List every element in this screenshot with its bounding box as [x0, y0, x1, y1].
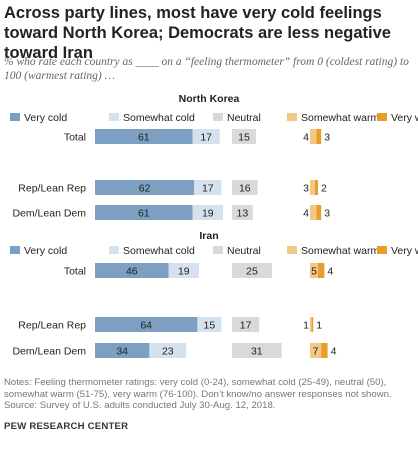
value-label-iran-1-2: 17 [240, 320, 252, 332]
footer-credit: PEW RESEARCH CENTER [4, 421, 129, 432]
value-label-north-korea-1-2: 16 [239, 183, 251, 195]
legend-swatch-north-korea-2 [213, 113, 223, 121]
value-label-iran-0-2: 25 [246, 266, 258, 278]
value-label-iran-2-1: 23 [162, 346, 174, 358]
value-label-iran-0-3: 5 [311, 266, 317, 278]
value-label-iran-0-1: 19 [178, 266, 190, 278]
notes-source: Source: Survey of U.S. adults conducted … [4, 400, 276, 412]
value-label-iran-2-2: 31 [251, 346, 263, 358]
value-label-north-korea-2-2: 13 [237, 208, 249, 220]
chart-subtitle: % who rate each country as ____ on a “fe… [4, 56, 409, 82]
value-label-north-korea-2-1: 19 [202, 208, 214, 220]
bar-iran-0-0 [95, 263, 169, 278]
value-label-north-korea-2-4: 3 [324, 208, 330, 220]
bar-north-korea-0-0 [95, 129, 193, 144]
bar-iran-2-2 [232, 343, 282, 358]
legend-label-iran-4: Very warm [391, 245, 418, 257]
bar-north-korea-2-3 [310, 205, 317, 220]
legend-label-iran-2: Neutral [227, 245, 261, 257]
bar-iran-1-4 [311, 317, 314, 332]
value-label-north-korea-2-3: 4 [303, 208, 309, 220]
legend-swatch-north-korea-0 [10, 113, 20, 121]
bar-north-korea-2-4 [316, 205, 322, 220]
legend-swatch-north-korea-3 [287, 113, 297, 121]
legend-swatch-iran-3 [287, 246, 297, 254]
legend-label-north-korea-4: Very warm [391, 112, 418, 124]
bar-north-korea-2-0 [95, 205, 193, 220]
bar-iran-2-4 [321, 343, 328, 358]
bar-north-korea-1-3 [310, 180, 315, 195]
legend-label-iran-3: Somewhat warm [301, 245, 379, 257]
legend-label-iran-0: Very cold [24, 245, 67, 257]
bar-iran-1-1 [197, 317, 222, 332]
legend-swatch-north-korea-1 [109, 113, 119, 121]
bar-north-korea-1-0 [95, 180, 195, 195]
bar-iran-1-0 [95, 317, 198, 332]
chart-notes: Notes: Feeling thermometer ratings: very… [4, 377, 414, 412]
value-label-iran-2-3: 7 [313, 346, 319, 358]
value-label-north-korea-1-3: 3 [303, 183, 309, 195]
chart-title: Across party lines, most have very cold … [4, 4, 391, 62]
bar-iran-1-3 [310, 317, 312, 332]
value-label-iran-0-4: 4 [327, 266, 333, 278]
bar-iran-2-0 [95, 343, 150, 358]
bar-north-korea-0-3 [310, 129, 317, 144]
row-label-north-korea-1: Rep/Lean Rep [18, 183, 86, 195]
value-label-iran-1-0: 64 [140, 320, 152, 332]
bar-north-korea-1-4 [314, 180, 318, 195]
panel-title-north-korea: North Korea [179, 93, 240, 105]
legend-swatch-iran-2 [213, 246, 223, 254]
row-label-iran-1: Rep/Lean Rep [18, 320, 86, 332]
value-label-north-korea-0-1: 17 [200, 132, 212, 144]
row-label-north-korea-0: Total [64, 132, 86, 144]
bar-iran-1-2 [232, 317, 260, 332]
legend-label-north-korea-0: Very cold [24, 112, 67, 124]
legend-label-iran-1: Somewhat cold [123, 245, 195, 257]
bar-iran-2-3 [310, 343, 322, 358]
legend-label-north-korea-1: Somewhat cold [123, 112, 195, 124]
value-label-iran-1-1: 15 [204, 320, 216, 332]
value-label-iran-2-4: 4 [331, 346, 337, 358]
legend-swatch-iran-4 [377, 246, 387, 254]
notes-line-2: somewhat warm (51-75), very warm (76-100… [4, 388, 392, 400]
bar-north-korea-0-1 [192, 129, 220, 144]
bar-north-korea-2-2 [232, 205, 253, 220]
bar-north-korea-0-4 [316, 129, 322, 144]
legend-label-north-korea-2: Neutral [227, 112, 261, 124]
value-label-iran-1-3: 1 [303, 320, 309, 332]
value-label-north-korea-0-0: 61 [138, 132, 150, 144]
legend-label-north-korea-3: Somewhat warm [301, 112, 379, 124]
row-label-iran-2: Dem/Lean Dem [12, 346, 86, 358]
bar-iran-0-2 [232, 263, 272, 278]
value-label-north-korea-1-1: 17 [202, 183, 214, 195]
value-label-north-korea-0-2: 15 [238, 132, 250, 144]
row-label-north-korea-2: Dem/Lean Dem [12, 208, 86, 220]
bar-iran-2-1 [149, 343, 187, 358]
bar-iran-0-4 [318, 263, 325, 278]
value-label-north-korea-1-0: 62 [139, 183, 151, 195]
bar-north-korea-0-2 [232, 129, 256, 144]
value-label-iran-1-4: 1 [316, 320, 322, 332]
bar-north-korea-1-2 [232, 180, 258, 195]
value-label-iran-2-0: 34 [116, 346, 128, 358]
bar-iran-0-1 [168, 263, 199, 278]
value-label-north-korea-1-4: 2 [321, 183, 327, 195]
legend-swatch-iran-0 [10, 246, 20, 254]
value-label-north-korea-0-3: 4 [303, 132, 309, 144]
row-label-iran-0: Total [64, 266, 86, 278]
bar-north-korea-1-1 [194, 180, 222, 195]
value-label-north-korea-2-0: 61 [138, 208, 150, 220]
legend-swatch-iran-1 [109, 246, 119, 254]
value-label-iran-0-0: 46 [126, 266, 138, 278]
bar-iran-0-3 [310, 263, 318, 278]
bar-north-korea-2-1 [192, 205, 223, 220]
legend-swatch-north-korea-4 [377, 113, 387, 121]
notes-line-1: Notes: Feeling thermometer ratings: very… [4, 377, 387, 388]
panel-title-iran: Iran [199, 230, 218, 242]
value-label-north-korea-0-4: 3 [324, 132, 330, 144]
